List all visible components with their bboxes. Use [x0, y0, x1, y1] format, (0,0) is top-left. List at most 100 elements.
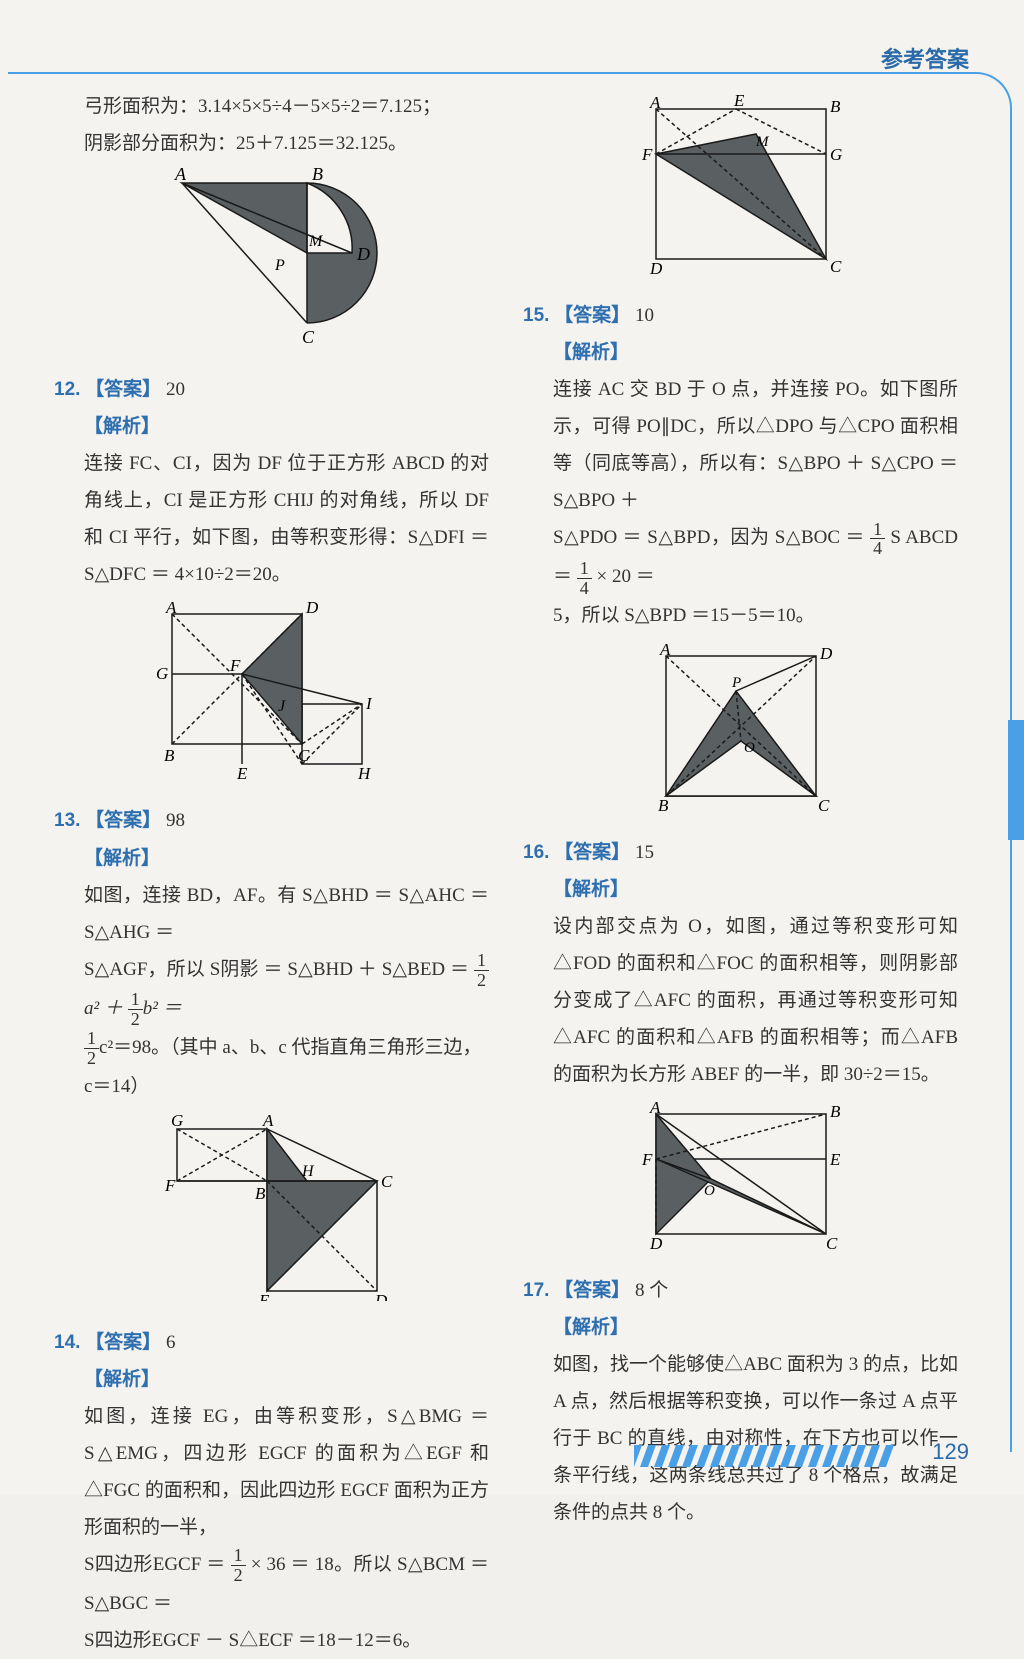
q14-num: 14. [54, 1332, 80, 1353]
q15-t3: 5，所以 S△BPD ＝15－5＝10。 [553, 597, 958, 634]
q15-f1d: 4 [870, 539, 885, 558]
q13-t3: c²＝98。（其中 a、b、c 代指直角三角形三边， [99, 1037, 482, 1058]
l16-C: C [826, 1234, 838, 1249]
q17-ans-val: 8 个 [635, 1280, 668, 1301]
l14-D: D [649, 259, 663, 274]
l13-E: E [258, 1291, 270, 1301]
q14-fd: 2 [231, 1566, 246, 1585]
q14-header: 14. 【答案】 6 [54, 1324, 489, 1361]
l14-F: F [641, 145, 653, 164]
q13-header: 13. 【答案】 98 [54, 802, 489, 839]
intro-line-2: 阴影部分面积为：25＋7.125＝32.125。 [84, 125, 489, 162]
q13-exp-label: 【解析】 [84, 840, 489, 877]
page-number: 129 [932, 1439, 969, 1465]
l12-E: E [236, 764, 248, 779]
l12-H: H [357, 764, 372, 779]
q17-text: 如图，找一个能够使△ABC 面积为 3 的点，比如 A 点，然后根据等积变换，可… [553, 1346, 958, 1531]
label-D: D [356, 244, 370, 264]
q12-ans-val: 20 [166, 379, 185, 400]
l13-B: B [255, 1184, 266, 1203]
figure-14: A E B F G D C M [523, 94, 958, 287]
l15-A: A [659, 641, 671, 659]
q13-line2: S△AGF，所以 S阴影 ＝ S△BHD ＋ S△BED ＝ 12a² ＋ 12… [84, 951, 489, 1029]
q13-f1d: 2 [474, 971, 489, 990]
q17-ans-label: 【答案】 [554, 1280, 630, 1301]
figure-15: A D B C P O [523, 641, 958, 824]
q12-num: 12. [54, 379, 80, 400]
q14-t1: 如图，连接 EG，由等积变形，S△BMG ＝ S△EMG，四边形 EGCF 的面… [84, 1398, 489, 1546]
q14-t2a: S四边形EGCF ＝ [84, 1554, 231, 1575]
q13-f1n: 1 [474, 951, 489, 971]
q12-text: 连接 FC、CI，因为 DF 位于正方形 ABCD 的对角线上，CI 是正方形 … [84, 445, 489, 593]
l12-A: A [165, 599, 177, 617]
label-P: P [274, 257, 285, 274]
q15-exp-label: 【解析】 [553, 334, 958, 371]
q13-ans-val: 98 [166, 810, 185, 831]
q13-f3d: 2 [84, 1049, 99, 1068]
q15-t2c: × 20 ＝ [592, 566, 655, 587]
l12-I: I [365, 694, 373, 713]
q15-ans-label: 【答案】 [554, 305, 630, 326]
label-M: M [308, 233, 324, 250]
q15-f2d: 4 [577, 579, 592, 598]
q14-fn: 1 [231, 1546, 246, 1566]
l14-E: E [733, 94, 745, 110]
l14-C: C [830, 257, 842, 274]
q15-num: 15. [523, 305, 549, 326]
l15-C: C [818, 796, 830, 811]
q12-exp-label: 【解析】 [84, 408, 489, 445]
q16-ans-val: 15 [635, 842, 654, 863]
q16-text: 设内部交点为 O，如图，通过等积变形可知△FOD 的面积和△FOC 的面积相等，… [553, 908, 958, 1093]
q12-ans-label: 【答案】 [85, 379, 161, 400]
l13-H: H [301, 1163, 315, 1180]
figure-12: A D G F B E C H I J [54, 599, 489, 792]
l14-A: A [649, 94, 661, 112]
left-column: 弓形面积为：3.14×5×5÷4－5×5÷2＝7.125； 阴影部分面积为：25… [54, 88, 489, 1659]
intro-line-1: 弓形面积为：3.14×5×5÷4－5×5÷2＝7.125； [84, 88, 489, 125]
l13-A: A [262, 1111, 274, 1130]
l15-P: P [731, 675, 741, 691]
q14-exp-label: 【解析】 [84, 1361, 489, 1398]
q15-f1n: 1 [870, 520, 885, 540]
q13-line4: c＝14） [84, 1068, 489, 1105]
label-C: C [302, 327, 315, 347]
l16-B: B [830, 1102, 841, 1121]
q16-num: 16. [523, 842, 549, 863]
q17-header: 17. 【答案】 8 个 [523, 1272, 958, 1309]
footer-hashes [634, 1445, 914, 1467]
l13-D: D [374, 1291, 388, 1301]
q13-t2: S△AGF，所以 S阴影 ＝ S△BHD ＋ S△BED ＝ [84, 959, 474, 980]
l12-F: F [229, 656, 241, 675]
q15-f2n: 1 [577, 559, 592, 579]
l16-E: E [829, 1150, 841, 1169]
q13-f2d: 2 [128, 1010, 143, 1029]
l15-B: B [658, 796, 669, 811]
l14-M: M [755, 134, 770, 150]
q13-f3n: 1 [84, 1029, 99, 1049]
q13-num: 13. [54, 810, 80, 831]
q17-exp-label: 【解析】 [553, 1309, 958, 1346]
l14-B: B [830, 97, 841, 116]
figure-16: A B F E D C O [523, 1099, 958, 1262]
q13-line3: 12c²＝98。（其中 a、b、c 代指直角三角形三边， [84, 1029, 489, 1068]
l16-O: O [704, 1183, 715, 1199]
q17-num: 17. [523, 1280, 549, 1301]
l12-C: C [298, 746, 310, 765]
q14-t2: S四边形EGCF ＝ 12 × 36 ＝ 18。所以 S△BCM ＝ S△BGC… [84, 1546, 489, 1622]
q15-ans-val: 10 [635, 305, 654, 326]
l16-D: D [649, 1234, 663, 1249]
l15-O: O [744, 740, 755, 756]
q16-ans-label: 【答案】 [554, 842, 630, 863]
q16-exp-label: 【解析】 [553, 871, 958, 908]
q15-t2: S△PDO ＝ S△BPD，因为 S△BOC ＝ 14 S ABCD ＝ 14 … [553, 519, 958, 597]
l12-B: B [164, 746, 175, 765]
label-B: B [312, 168, 323, 184]
figure-13: G A F B H C E D [54, 1111, 489, 1314]
q14-ans-label: 【答案】 [85, 1332, 161, 1353]
l13-C: C [381, 1172, 393, 1191]
q15-t1: 连接 AC 交 BD 于 O 点，并连接 PO。如下图所示，可得 PO∥DC，所… [553, 371, 958, 519]
q15-t2a: S△PDO ＝ S△BPD，因为 S△BOC ＝ [553, 527, 870, 548]
l12-D: D [305, 599, 319, 617]
q13-b2: b² ＝ [143, 998, 182, 1019]
q13-t1: 如图，连接 BD，AF。有 S△BHD ＝ S△AHC ＝ S△AHG ＝ [84, 885, 489, 943]
